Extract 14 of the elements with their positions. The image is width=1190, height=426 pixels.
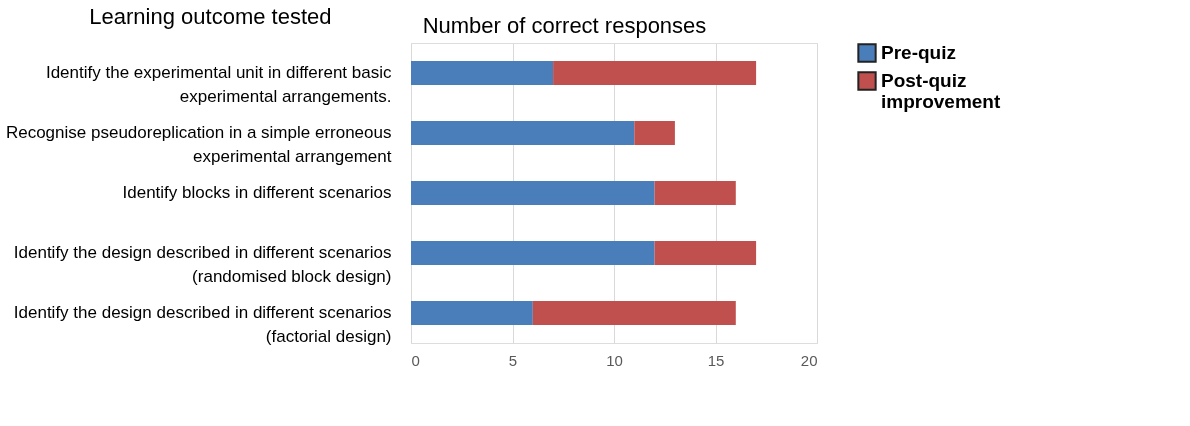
x-tick-label: 10 bbox=[606, 351, 623, 369]
y-tick-label: Identify blocks in different scenarios bbox=[122, 183, 392, 202]
y-tick-label: Recognise pseudoreplication in a simple erroneous experimental arrangement bbox=[5, 123, 392, 166]
legend-label: Post-quiz improvement bbox=[881, 70, 1001, 112]
y-tick-label: Identify the experimental unit in different basic experimental arrangements. bbox=[45, 63, 392, 106]
x-tick-label: 15 bbox=[707, 351, 725, 369]
y-tick-label: Identify the design described in different scenarios (randomised block design) bbox=[13, 243, 392, 286]
x-tick-label: 5 bbox=[508, 351, 518, 369]
y-axis-title: Learning outcome tested bbox=[89, 3, 332, 29]
y-tick-label: Identify the design described in different scenarios (factorial design) bbox=[13, 303, 392, 346]
x-axis-title: Number of correct responses bbox=[422, 12, 707, 38]
x-tick-label: 20 bbox=[800, 351, 818, 369]
legend-label: Pre-quiz bbox=[881, 42, 956, 63]
x-tick-label: 0 bbox=[411, 351, 420, 369]
